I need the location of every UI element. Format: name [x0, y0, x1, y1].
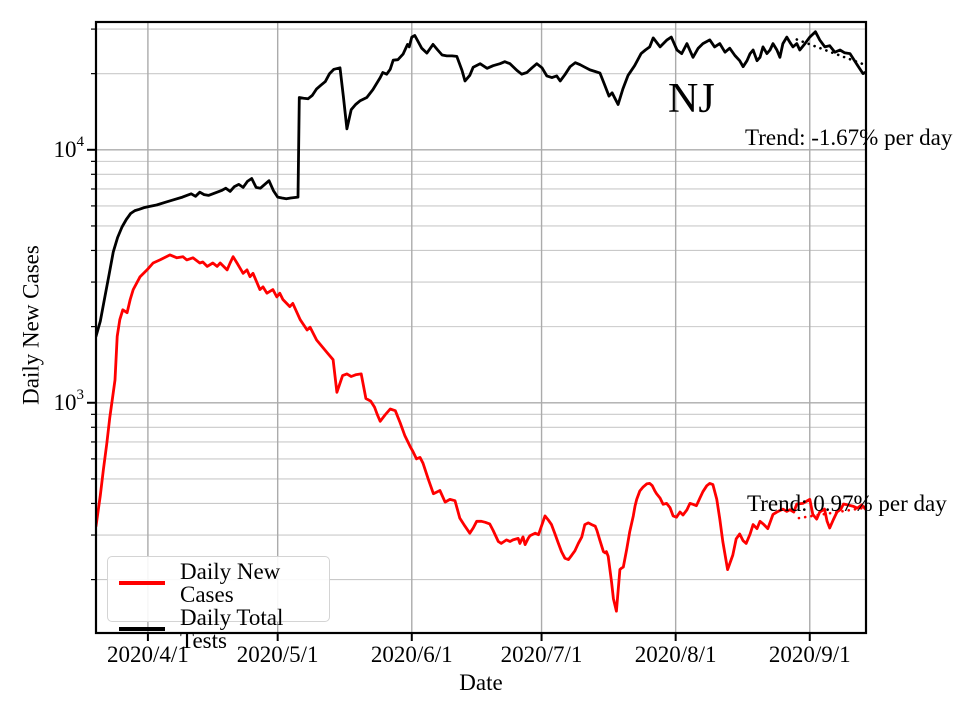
trend-line: [795, 38, 866, 67]
x-tick-label: 2020/9/1: [769, 642, 851, 667]
x-axis-title: Date: [459, 670, 503, 695]
cases-trend-annotation: Trend: 0.97% per day: [747, 491, 947, 516]
legend-item-daily-new-cases: Daily New Cases: [108, 560, 329, 606]
series-daily-new-cases: [96, 253, 866, 613]
x-tick-label: 2020/4/1: [107, 642, 189, 667]
cases-line-swatch: [119, 581, 165, 585]
tests-line-swatch: [119, 627, 165, 631]
legend-label-tests: Daily Total Tests: [180, 605, 284, 653]
tests-trend-annotation: Trend: -1.67% per day: [745, 125, 953, 150]
y-tick-label: 103: [54, 387, 85, 415]
axes-spines: [94, 20, 868, 635]
legend-item-daily-total-tests: Daily Total Tests: [108, 606, 329, 652]
data-layer: [96, 30, 866, 613]
x-tick-label: 2020/5/1: [237, 642, 319, 667]
legend-label-cases: Daily New Cases: [180, 559, 281, 607]
series-daily-total-tests: [96, 30, 866, 338]
y-tick-label: 104: [54, 134, 85, 162]
x-tick-label: 2020/6/1: [371, 642, 453, 667]
trend-line: [797, 506, 866, 520]
y-axis-title: Daily New Cases: [18, 245, 44, 405]
legend: Daily New Cases Daily Total Tests: [107, 556, 330, 652]
region-annotation: NJ: [668, 76, 715, 122]
x-tick-label: 2020/7/1: [501, 642, 583, 667]
x-tick-label: 2020/8/1: [635, 642, 717, 667]
